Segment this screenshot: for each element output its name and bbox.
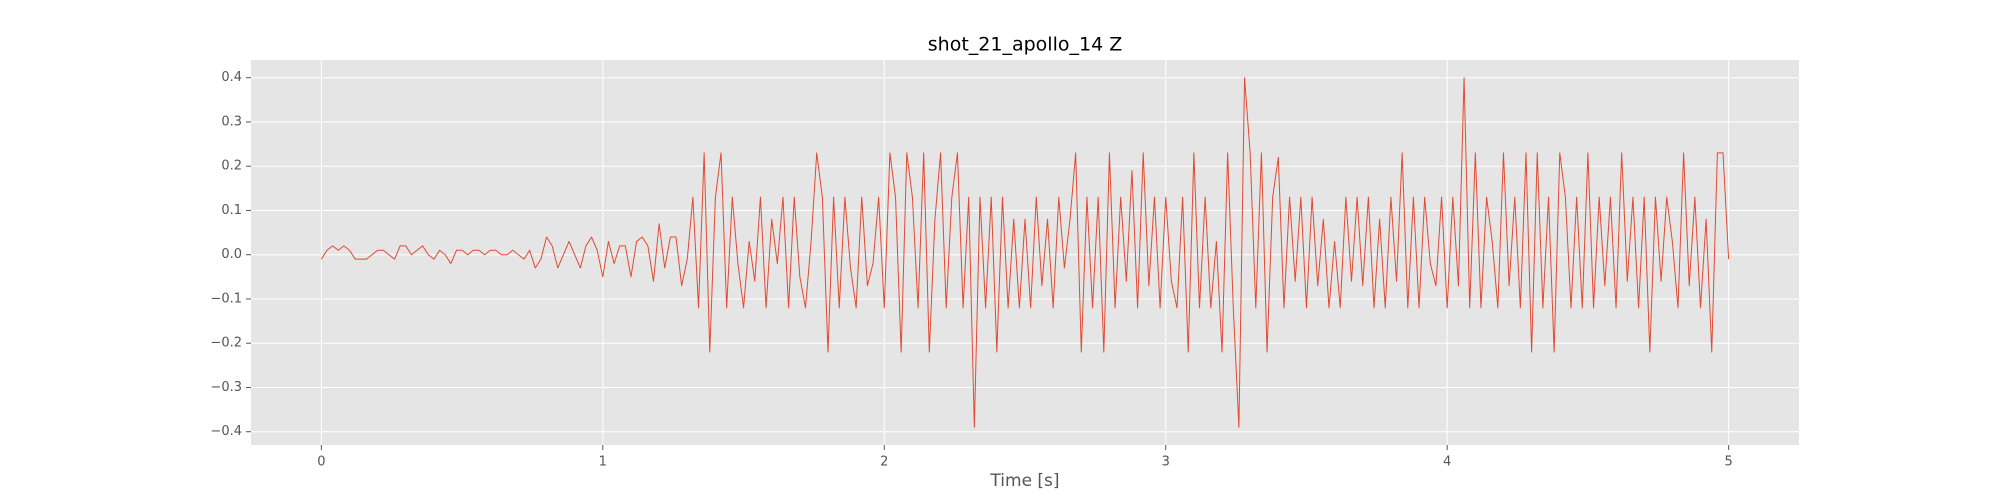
chart-title: shot_21_apollo_14 Z: [928, 34, 1122, 56]
y-tick-label: 0.3: [221, 114, 242, 129]
x-tick-label: 0: [317, 455, 325, 470]
y-tick-label: −0.1: [210, 291, 242, 306]
x-tick-label: 5: [1724, 455, 1732, 470]
y-tick-label: 0.2: [221, 159, 242, 174]
x-tick-label: 1: [599, 455, 607, 470]
x-tick-label: 2: [880, 455, 888, 470]
y-tick-label: −0.3: [210, 380, 242, 395]
y-tick-label: −0.2: [210, 336, 242, 351]
signal-line: [320, 77, 1730, 428]
y-tick-label: 0.0: [221, 247, 242, 262]
x-tick-label: 4: [1443, 455, 1451, 470]
x-tick-label: 3: [1162, 455, 1170, 470]
y-tick-label: −0.4: [210, 424, 242, 439]
x-axis-label: Time [s]: [989, 471, 1059, 491]
y-tick-label: 0.1: [221, 203, 242, 218]
y-tick-label: 0.4: [221, 70, 242, 85]
